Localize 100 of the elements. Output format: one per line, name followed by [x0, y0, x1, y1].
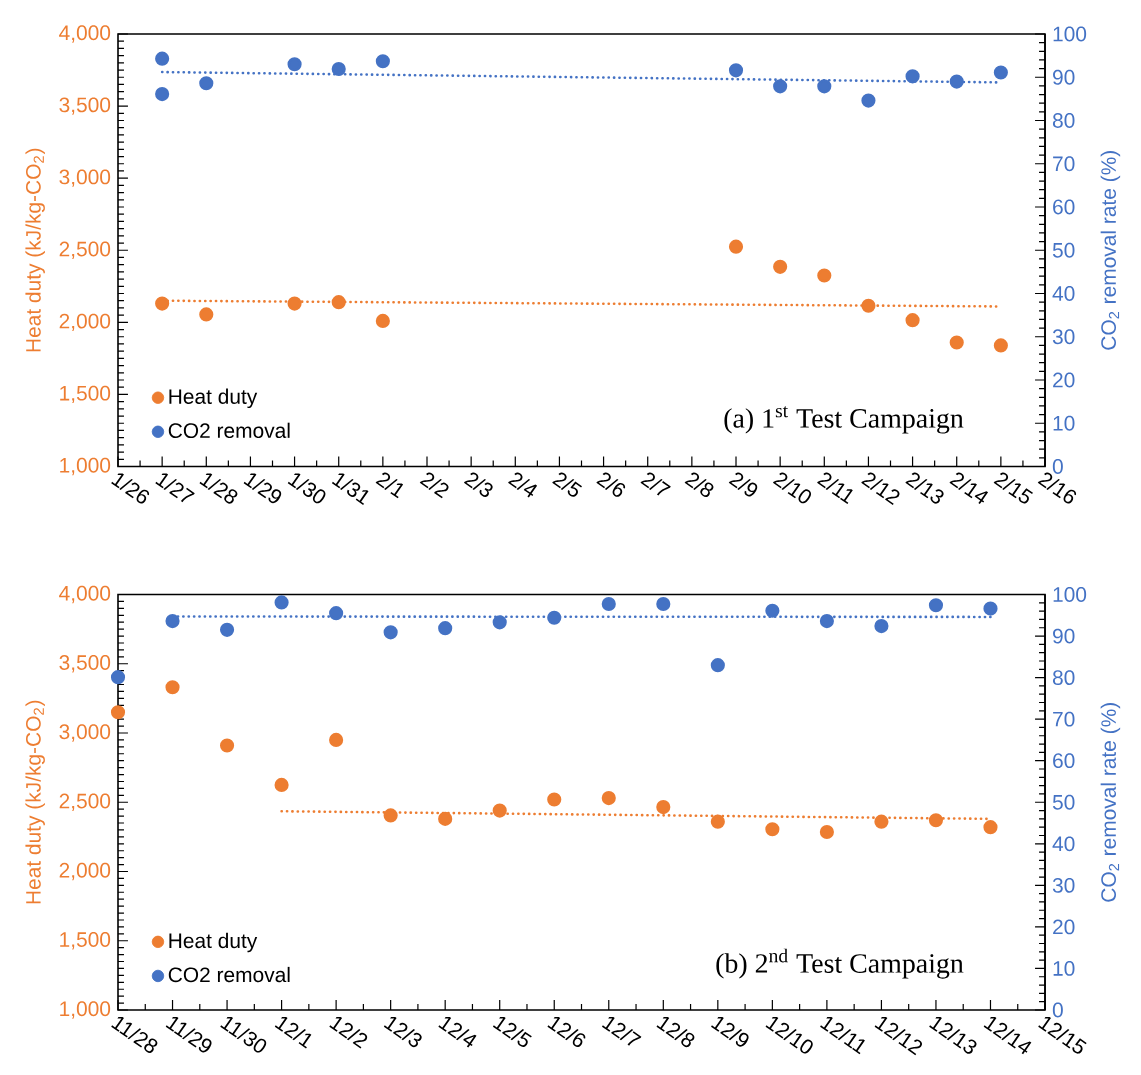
x-tick-label: 2/5: [552, 472, 582, 497]
y-tick-label: 1,000: [60, 1001, 111, 1019]
point: [874, 814, 889, 829]
y-tick-label: 4,000: [59, 25, 111, 43]
y-tick-label: 3,000: [59, 169, 111, 187]
x-tick-label: 12/3: [383, 1017, 422, 1048]
y2-tick-label: 60: [1053, 753, 1075, 769]
point: [710, 658, 725, 673]
point: [547, 792, 562, 807]
y2-tick-label: 90: [1053, 69, 1075, 85]
point: [656, 596, 671, 612]
point: [438, 811, 453, 826]
x-tick-label: 1/29: [243, 473, 282, 504]
point: [110, 705, 126, 720]
point: [492, 615, 507, 630]
point: [710, 814, 725, 829]
y2-tick-label: 100: [1053, 26, 1087, 42]
x-tick-label: 2/2: [419, 472, 449, 499]
y2-tick-label: 80: [1052, 113, 1075, 128]
y2-tick-label: 0: [1052, 1002, 1063, 1018]
y2-tick-label: 10: [1053, 961, 1075, 976]
x-tick-label: 12/5: [492, 1017, 532, 1047]
x-tick-label: 2/1: [375, 472, 404, 499]
y-tick-label: 1,500: [60, 385, 111, 404]
point: [438, 621, 453, 636]
x-tick-label: 2/16: [1037, 472, 1077, 504]
x-tick-label: 2/7: [640, 472, 671, 496]
y2-tick-label: 40: [1052, 286, 1075, 301]
point: [928, 598, 944, 613]
point: [274, 595, 289, 610]
point: [329, 732, 344, 747]
y2-tick-label: 60: [1053, 199, 1075, 215]
y-tick-label: 3,500: [59, 97, 111, 115]
x-tick-label: 2/3: [463, 472, 493, 497]
y2-tick-label: 100: [1053, 587, 1087, 602]
x-tick-label: 2/9: [728, 472, 758, 497]
point: [874, 619, 889, 634]
point: [765, 603, 780, 618]
y2-tick-label: 20: [1053, 919, 1075, 935]
point: [383, 808, 398, 823]
x-tick-label: 2/10: [772, 472, 812, 504]
point: [274, 777, 289, 793]
x-tick-label: 2/15: [993, 472, 1033, 504]
point: [601, 596, 616, 612]
point: [601, 791, 616, 806]
legend-label: CO2 removal: [168, 966, 290, 983]
point: [983, 820, 998, 835]
y2-tick-label: 30: [1052, 329, 1075, 345]
y-tick-label: 2,500: [59, 793, 111, 811]
y-tick-label: 2,000: [59, 862, 111, 881]
x-tick-label: 1/31: [331, 473, 369, 505]
y-axis-title: Heat duty (kJ/kg-CO$_{2}$): [25, 148, 45, 352]
point: [819, 824, 834, 840]
y-tick-label: 4,000: [59, 585, 111, 604]
y2-tick-label: 80: [1052, 670, 1075, 686]
point: [765, 822, 780, 837]
x-tick-label: 1/27: [155, 473, 195, 503]
x-tick-label: 2/12: [861, 472, 900, 505]
point: [547, 610, 562, 625]
x-tick-label: 12/1: [274, 1017, 312, 1049]
y-tick-label: 2,500: [59, 241, 111, 259]
y-tick-label: 3,000: [59, 724, 111, 742]
point: [219, 738, 235, 753]
point: [110, 670, 126, 685]
y-axis-title: Heat duty (kJ/kg-CO$_{2}$): [25, 700, 45, 904]
y2-tick-label: 90: [1053, 628, 1075, 644]
point: [819, 614, 834, 629]
x-tick-label: 2/4: [508, 472, 538, 498]
y2-tick-label: 40: [1052, 836, 1075, 852]
x-tick-label: 12/2: [329, 1017, 368, 1049]
annotation: (b) 2$^{nd}$ Test Campaign: [716, 948, 964, 979]
point: [492, 803, 507, 818]
x-tick-label: 12/6: [547, 1017, 586, 1048]
point: [165, 680, 180, 695]
x-tick-label: 2/6: [596, 472, 626, 497]
y2-tick-label: 50: [1052, 794, 1075, 810]
y2-tick-label: 70: [1053, 156, 1075, 172]
x-tick-label: 12/4: [438, 1017, 477, 1048]
x-tick-label: 2/11: [817, 472, 853, 505]
x-tick-label: 1/26: [111, 473, 150, 504]
point: [329, 606, 344, 621]
y2-tick-label: 70: [1053, 711, 1075, 727]
y2-tick-label: 20: [1053, 372, 1075, 388]
x-tick-label: 1/30: [287, 473, 326, 504]
point: [383, 625, 398, 640]
point: [219, 622, 235, 637]
x-tick-label: 2/14: [949, 472, 989, 505]
y-tick-label: 3,500: [59, 655, 111, 673]
y-tick-label: 2,000: [59, 313, 111, 331]
x-tick-label: 2/13: [905, 472, 944, 504]
annotation: (a) 1$^{st}$ Test Campaign: [724, 406, 964, 434]
point: [928, 813, 944, 828]
point: [983, 601, 998, 616]
y2-tick-label: 50: [1052, 242, 1075, 258]
legend-label: Heat duty: [169, 388, 258, 409]
y2-axis-title: CO$_{2}$ removal rate (%): [1100, 151, 1121, 350]
legend-label: Heat duty: [169, 932, 258, 953]
x-tick-label: 12/8: [656, 1017, 695, 1048]
point: [656, 800, 671, 815]
x-tick-label: 1/28: [199, 473, 238, 504]
